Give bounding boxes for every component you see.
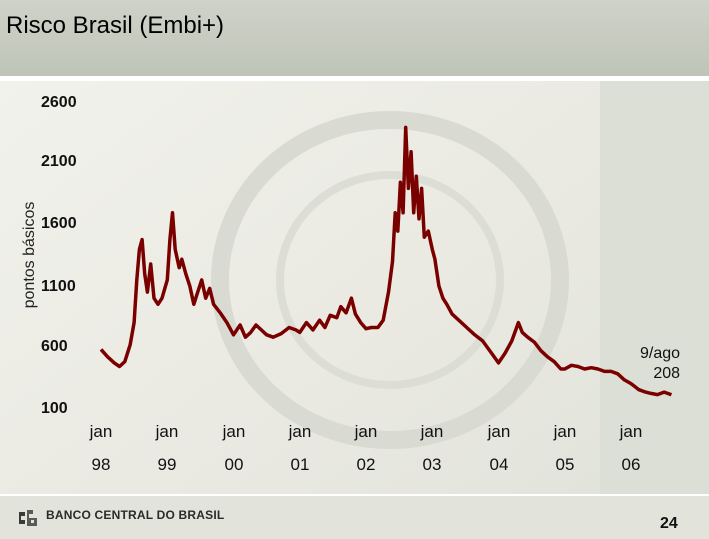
x-tick-year: 06 <box>621 455 641 474</box>
x-tick-label: jan <box>487 422 511 441</box>
y-tick-label: 100 <box>41 400 68 417</box>
x-tick-label: jan <box>420 422 444 441</box>
x-tick-label: jan <box>89 422 113 441</box>
x-tick-label: jan <box>619 422 643 441</box>
y-tick-label: 600 <box>41 338 68 355</box>
y-tick-label: 1100 <box>41 278 76 295</box>
footer-bar <box>0 496 709 539</box>
x-tick-year: 02 <box>356 455 376 474</box>
y-tick-label: 1600 <box>41 215 77 232</box>
x-tick-year: 01 <box>290 455 310 474</box>
page-title: Risco Brasil (Embi+) <box>6 12 225 39</box>
y-tick-label: 2100 <box>41 153 77 170</box>
footer-divider <box>0 494 709 496</box>
bank-name: BANCO CENTRAL DO BRASIL <box>46 508 225 522</box>
series-line <box>99 125 673 397</box>
x-tick-label: jan <box>354 422 378 441</box>
x-tick-label: jan <box>155 422 179 441</box>
x-tick-label: jan <box>222 422 246 441</box>
bcb-logo-icon <box>19 510 37 526</box>
title-divider <box>0 76 709 81</box>
x-tick-year: 00 <box>224 455 244 474</box>
y-tick-label: 2600 <box>41 94 77 111</box>
x-tick-year: 04 <box>489 455 509 474</box>
x-tick-year: 05 <box>555 455 575 474</box>
title-bar <box>0 0 709 76</box>
page-number: 24 <box>660 515 678 532</box>
x-tick-label: jan <box>553 422 577 441</box>
x-tick-year: 99 <box>157 455 177 474</box>
x-tick-label: jan <box>288 422 312 441</box>
x-tick-year: 03 <box>422 455 442 474</box>
x-tick-year: 98 <box>91 455 111 474</box>
last-value-annotation: 9/ago 208 <box>640 344 680 384</box>
annotation-value: 208 <box>653 365 681 382</box>
annotation-date: 9/ago <box>640 345 681 362</box>
